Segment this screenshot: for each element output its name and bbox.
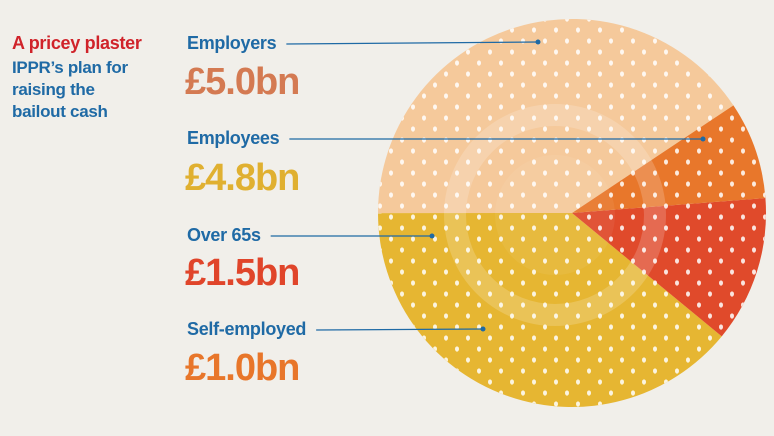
leader-dot xyxy=(700,136,706,142)
leader-dot xyxy=(429,233,435,239)
plaster-texture xyxy=(378,19,766,407)
chart-subtitle: IPPR’s plan for raising the bailout cash xyxy=(12,58,128,121)
category-label: Employees xyxy=(187,128,280,148)
value-label: £4.8bn xyxy=(185,157,299,199)
labels: Employers £5.0bn Employees £4.8bn Over 65s £1… xyxy=(185,33,706,389)
category-label: Employers xyxy=(187,33,277,53)
category-label: Over 65s xyxy=(187,225,261,245)
value-label: £5.0bn xyxy=(185,61,299,103)
leader-dot xyxy=(535,39,541,45)
leader-dot xyxy=(480,326,486,332)
value-label: £1.0bn xyxy=(185,347,299,389)
leader-line xyxy=(316,328,484,331)
value-label: £1.5bn xyxy=(185,252,299,294)
chart-title: A pricey plaster xyxy=(12,33,142,53)
category-label: Self-employed xyxy=(187,319,306,339)
leader-line xyxy=(286,41,539,45)
